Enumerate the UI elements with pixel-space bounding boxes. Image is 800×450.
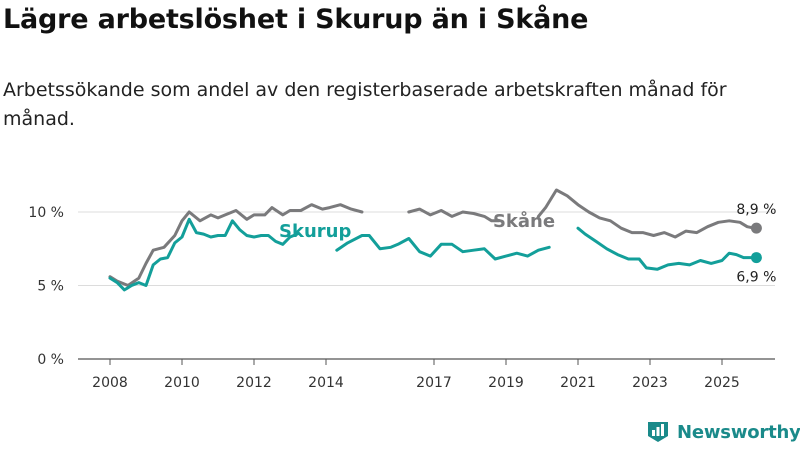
x-tick-label: 2012 (236, 375, 272, 391)
series-line-skane (108, 203, 364, 287)
x-tick-label: 2008 (92, 375, 128, 391)
x-tick-label: 2021 (560, 375, 596, 391)
series-label-skurup: Skurup (279, 221, 351, 242)
x-axis: 2008 2010 2012 2014 2017 2019 2021 2023 2025 (92, 359, 740, 391)
end-label-skurup: 6,9 % (736, 270, 776, 286)
series-line-skurup (108, 217, 299, 292)
series-line-skurup (335, 234, 551, 261)
end-label-skane: 8,9 % (736, 202, 776, 218)
chart-title: Lägre arbetslöshet i Skurup än i Skåne (3, 4, 589, 35)
y-tick-label: 10 % (28, 205, 64, 221)
label-layer: 8,9 % Skåne 6,9 % Skurup (279, 202, 776, 285)
y-tick-label: 0 % (37, 352, 64, 368)
x-tick-label: 2014 (308, 375, 344, 391)
x-tick-label: 2017 (416, 375, 452, 391)
series-layer (108, 188, 762, 292)
series-line-skurup (576, 226, 756, 271)
end-point-skurup (750, 252, 762, 264)
x-tick-label: 2010 (164, 375, 200, 391)
newsworthy-logo-text: Newsworthy (677, 421, 800, 443)
series-label-skane: Skåne (493, 210, 555, 232)
x-tick-label: 2023 (632, 375, 668, 391)
series-line-skane (407, 207, 501, 223)
newsworthy-logo[interactable]: Newsworthy (645, 420, 800, 444)
end-point-skane (750, 222, 762, 234)
series-line-skane (536, 188, 756, 239)
x-tick-label: 2019 (488, 375, 524, 391)
y-tick-label: 5 % (37, 279, 64, 295)
x-tick-label: 2025 (704, 375, 740, 391)
newsworthy-logo-icon (648, 422, 668, 442)
chart-subtitle: Arbetssökande som andel av den registerb… (3, 79, 727, 130)
grid-layer: 0 % 5 % 10 % (28, 205, 775, 368)
